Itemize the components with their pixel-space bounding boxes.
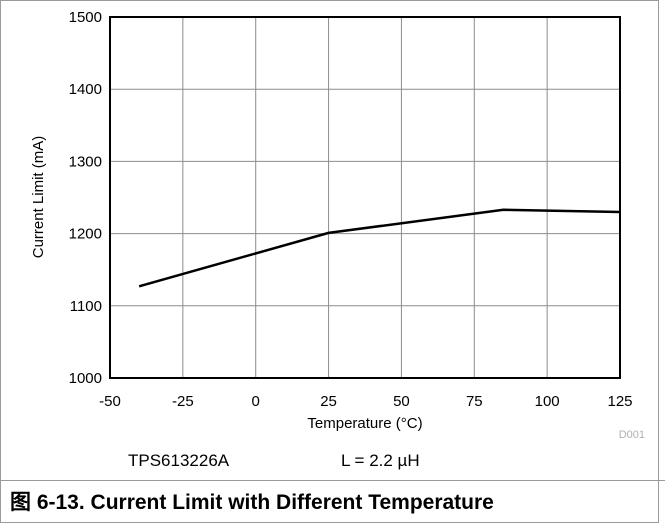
grid: [109, 16, 621, 379]
x-tick-label: -50: [99, 393, 121, 410]
chart-code: D001: [619, 429, 645, 441]
device-annotation: TPS613226A: [128, 451, 230, 470]
y-tick-label: 1300: [69, 153, 102, 170]
x-tick-label: 125: [607, 393, 632, 410]
y-axis-label: Current Limit (mA): [30, 136, 47, 259]
figure-caption: 图 6-13. Current Limit with Different Tem…: [10, 491, 494, 514]
x-tick-label: -25: [172, 393, 194, 410]
x-tick-label: 25: [320, 393, 337, 410]
x-axis-label: Temperature (°C): [307, 415, 422, 432]
y-tick-labels: 1000 1100 1200 1300 1400 1500: [69, 9, 102, 387]
series-layer: [138, 208, 621, 288]
x-tick-label: 0: [252, 393, 260, 410]
y-tick-label: 1200: [69, 226, 102, 243]
x-tick-label: 75: [466, 393, 483, 410]
y-tick-label: 1100: [70, 298, 102, 315]
inductor-annotation: L = 2.2 µH: [341, 451, 420, 470]
caption-separator: [0, 480, 665, 481]
x-tick-label: 50: [393, 393, 410, 410]
chart: -50 -25 0 25 50 75 100 125 1000 1100 1200 1300 1400…: [30, 9, 645, 470]
plot-border: [109, 16, 621, 379]
series-line-1: [138, 208, 621, 288]
figure-frame: [0, 0, 659, 523]
x-tick-labels: -50 -25 0 25 50 75 100 125: [99, 393, 632, 410]
y-tick-label: 1400: [69, 81, 102, 98]
x-tick-label: 100: [535, 393, 560, 410]
y-tick-label: 1000: [69, 370, 102, 387]
y-tick-label: 1500: [69, 9, 102, 26]
